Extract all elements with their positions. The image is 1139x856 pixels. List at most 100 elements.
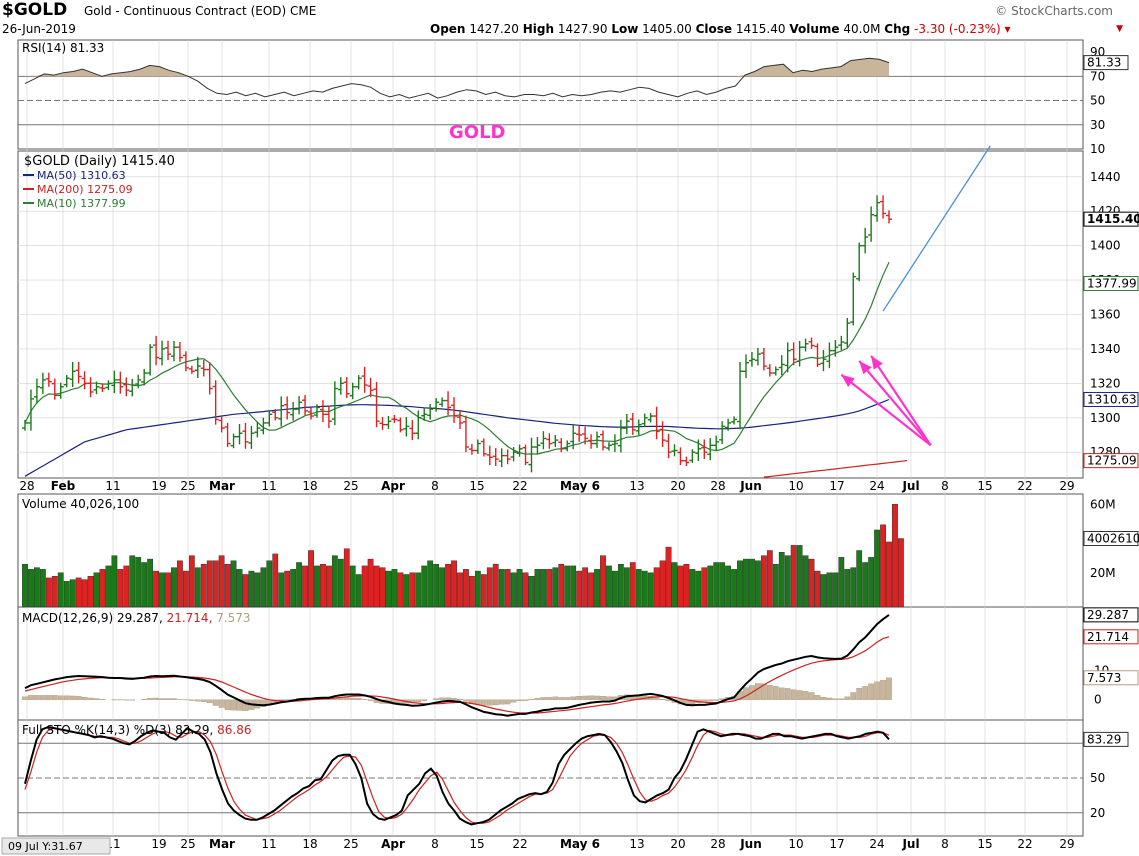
x-axis-date-label: 15 [469,837,484,851]
low-label: Low [611,22,639,36]
volume-bar [314,565,320,608]
rsi-value-label: 81.33 [1087,56,1121,70]
volume-bar [826,572,833,608]
macd-histogram-bar [212,699,219,706]
macd-histogram-bar [558,697,565,700]
macd-histogram-bar [522,699,529,701]
volume-bar [856,550,863,608]
volume-bar [576,570,583,608]
macd-histogram-bar [355,698,362,700]
macd-legend: MACD(12,26,9) 29.287, 21.714, 7.573 [22,611,251,625]
volume-bar [617,563,624,608]
volume-bar [880,524,886,608]
x-axis-date-label: 22 [1017,837,1032,851]
x-axis-date-label: Mar [209,837,235,851]
volume-bar [183,570,189,608]
volume-bar [385,570,392,608]
volume-bar [212,560,219,608]
sto-legend: Full STO %K(14,3) %D(3) 83.29, 86.86 [22,723,252,737]
sto-d-line [24,727,890,824]
volume-bar [832,572,839,608]
price-tick-label: 1400 [1090,239,1121,253]
volume-bar [206,560,213,608]
x-axis-date-label: 25 [180,837,195,851]
volume-bar [647,572,654,608]
volume-bar [570,565,577,608]
volume-bar [868,557,875,608]
volume-bar [695,570,702,608]
macd-histogram-bar [463,699,469,702]
macd-histogram-bar [719,698,725,700]
x-axis-date-label: 25 [343,479,358,493]
volume-bar [51,575,58,608]
sto-tick-label: 20 [1090,806,1105,820]
macd-histogram-bar [57,695,64,700]
macd-histogram-bar [796,690,803,700]
volume-bar [266,560,273,608]
trend-line [882,145,991,312]
x-axis-date-label: 28 [710,837,725,851]
rsi-tick-label: 10 [1090,142,1105,156]
macd-value-label: 29.287 [1087,608,1129,622]
volume-bar [677,565,684,608]
macd-histogram-bar [99,698,106,700]
macd-histogram-bar [51,695,58,700]
volume-bar [778,552,785,608]
x-axis-date-label: 10 [788,837,803,851]
macd-histogram-bar [165,698,171,700]
volume-bar [337,558,344,608]
volume-bar [594,569,600,608]
rsi-tick-label: 30 [1090,118,1105,132]
volume-bar [242,574,249,608]
macd-histogram-bar [445,697,451,700]
stockcharts-brand-link[interactable]: © StockCharts.com [995,4,1113,18]
volume-bar [260,567,267,608]
volume-bar [772,563,779,608]
price-value-box [1083,453,1139,469]
volume-bar [474,570,481,608]
sto-value-box [1083,731,1129,747]
high-label: High [522,22,555,36]
sto-value-label: 83.29 [1087,732,1121,746]
macd-histogram-bar [22,696,28,700]
volume-bar [689,569,696,608]
volume-bar [188,555,195,608]
volume-bar [63,581,70,608]
macd-histogram-bar [153,697,159,700]
volume-bar [701,567,708,608]
price-legend-item: $GOLD (Daily) 1415.40 [24,154,175,169]
volume-bar [582,567,588,608]
macd-histogram-bar [689,699,696,705]
macd-histogram-bar [28,695,34,700]
volume-bar [57,572,64,608]
volume-bar [540,569,547,608]
volume-bar [439,567,445,608]
volume-bar [22,563,28,608]
volume-bar [874,529,880,608]
volume-bar [766,550,773,608]
macd-histogram-bar [588,695,594,700]
price-value-label: 1415.40 [1087,212,1139,226]
macd-histogram-bar [856,687,863,700]
macd-histogram-bar [439,697,445,700]
x-axis-date-label: Jun [739,837,762,851]
open-value: 1427.20 [469,22,519,36]
macd-histogram-bar [838,698,845,700]
macd-histogram-bar [713,699,720,701]
volume-bar [105,565,112,608]
macd-histogram-bar [40,695,46,700]
contract-name-text: Gold - Continuous Contract (EOD) [84,4,287,18]
macd-value-box [1083,607,1139,623]
macd-histogram-bar [606,696,612,700]
macd-histogram-bar [755,683,761,700]
x-axis-date-label: 18 [302,479,317,493]
macd-histogram-bar [367,699,374,701]
volume-bar [528,575,535,608]
macd-histogram-bar [844,696,851,700]
volume-bar [290,569,297,608]
volume-bar [838,557,845,608]
volume-bar [516,569,523,608]
macd-legend-part: 7.573 [216,611,250,625]
menu-caret-icon[interactable]: ▼ [1116,24,1123,34]
